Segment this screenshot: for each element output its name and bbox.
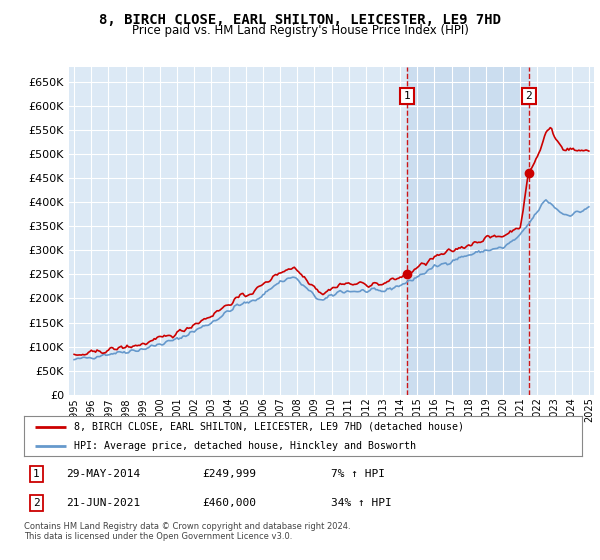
Text: 29-MAY-2014: 29-MAY-2014: [66, 469, 140, 479]
Text: 21-JUN-2021: 21-JUN-2021: [66, 498, 140, 508]
Text: £460,000: £460,000: [203, 498, 257, 508]
Text: 7% ↑ HPI: 7% ↑ HPI: [331, 469, 385, 479]
Bar: [407, 67, 529, 395]
Text: 8, BIRCH CLOSE, EARL SHILTON, LEICESTER, LE9 7HD: 8, BIRCH CLOSE, EARL SHILTON, LEICESTER,…: [99, 13, 501, 27]
Text: 34% ↑ HPI: 34% ↑ HPI: [331, 498, 392, 508]
Text: 1: 1: [404, 91, 410, 101]
Text: 8, BIRCH CLOSE, EARL SHILTON, LEICESTER, LE9 7HD (detached house): 8, BIRCH CLOSE, EARL SHILTON, LEICESTER,…: [74, 422, 464, 432]
Text: 2: 2: [33, 498, 40, 508]
Text: Contains HM Land Registry data © Crown copyright and database right 2024.
This d: Contains HM Land Registry data © Crown c…: [24, 522, 350, 542]
Text: 1: 1: [33, 469, 40, 479]
Text: 2: 2: [526, 91, 532, 101]
Text: £249,999: £249,999: [203, 469, 257, 479]
Text: Price paid vs. HM Land Registry's House Price Index (HPI): Price paid vs. HM Land Registry's House …: [131, 24, 469, 37]
Text: HPI: Average price, detached house, Hinckley and Bosworth: HPI: Average price, detached house, Hinc…: [74, 441, 416, 450]
